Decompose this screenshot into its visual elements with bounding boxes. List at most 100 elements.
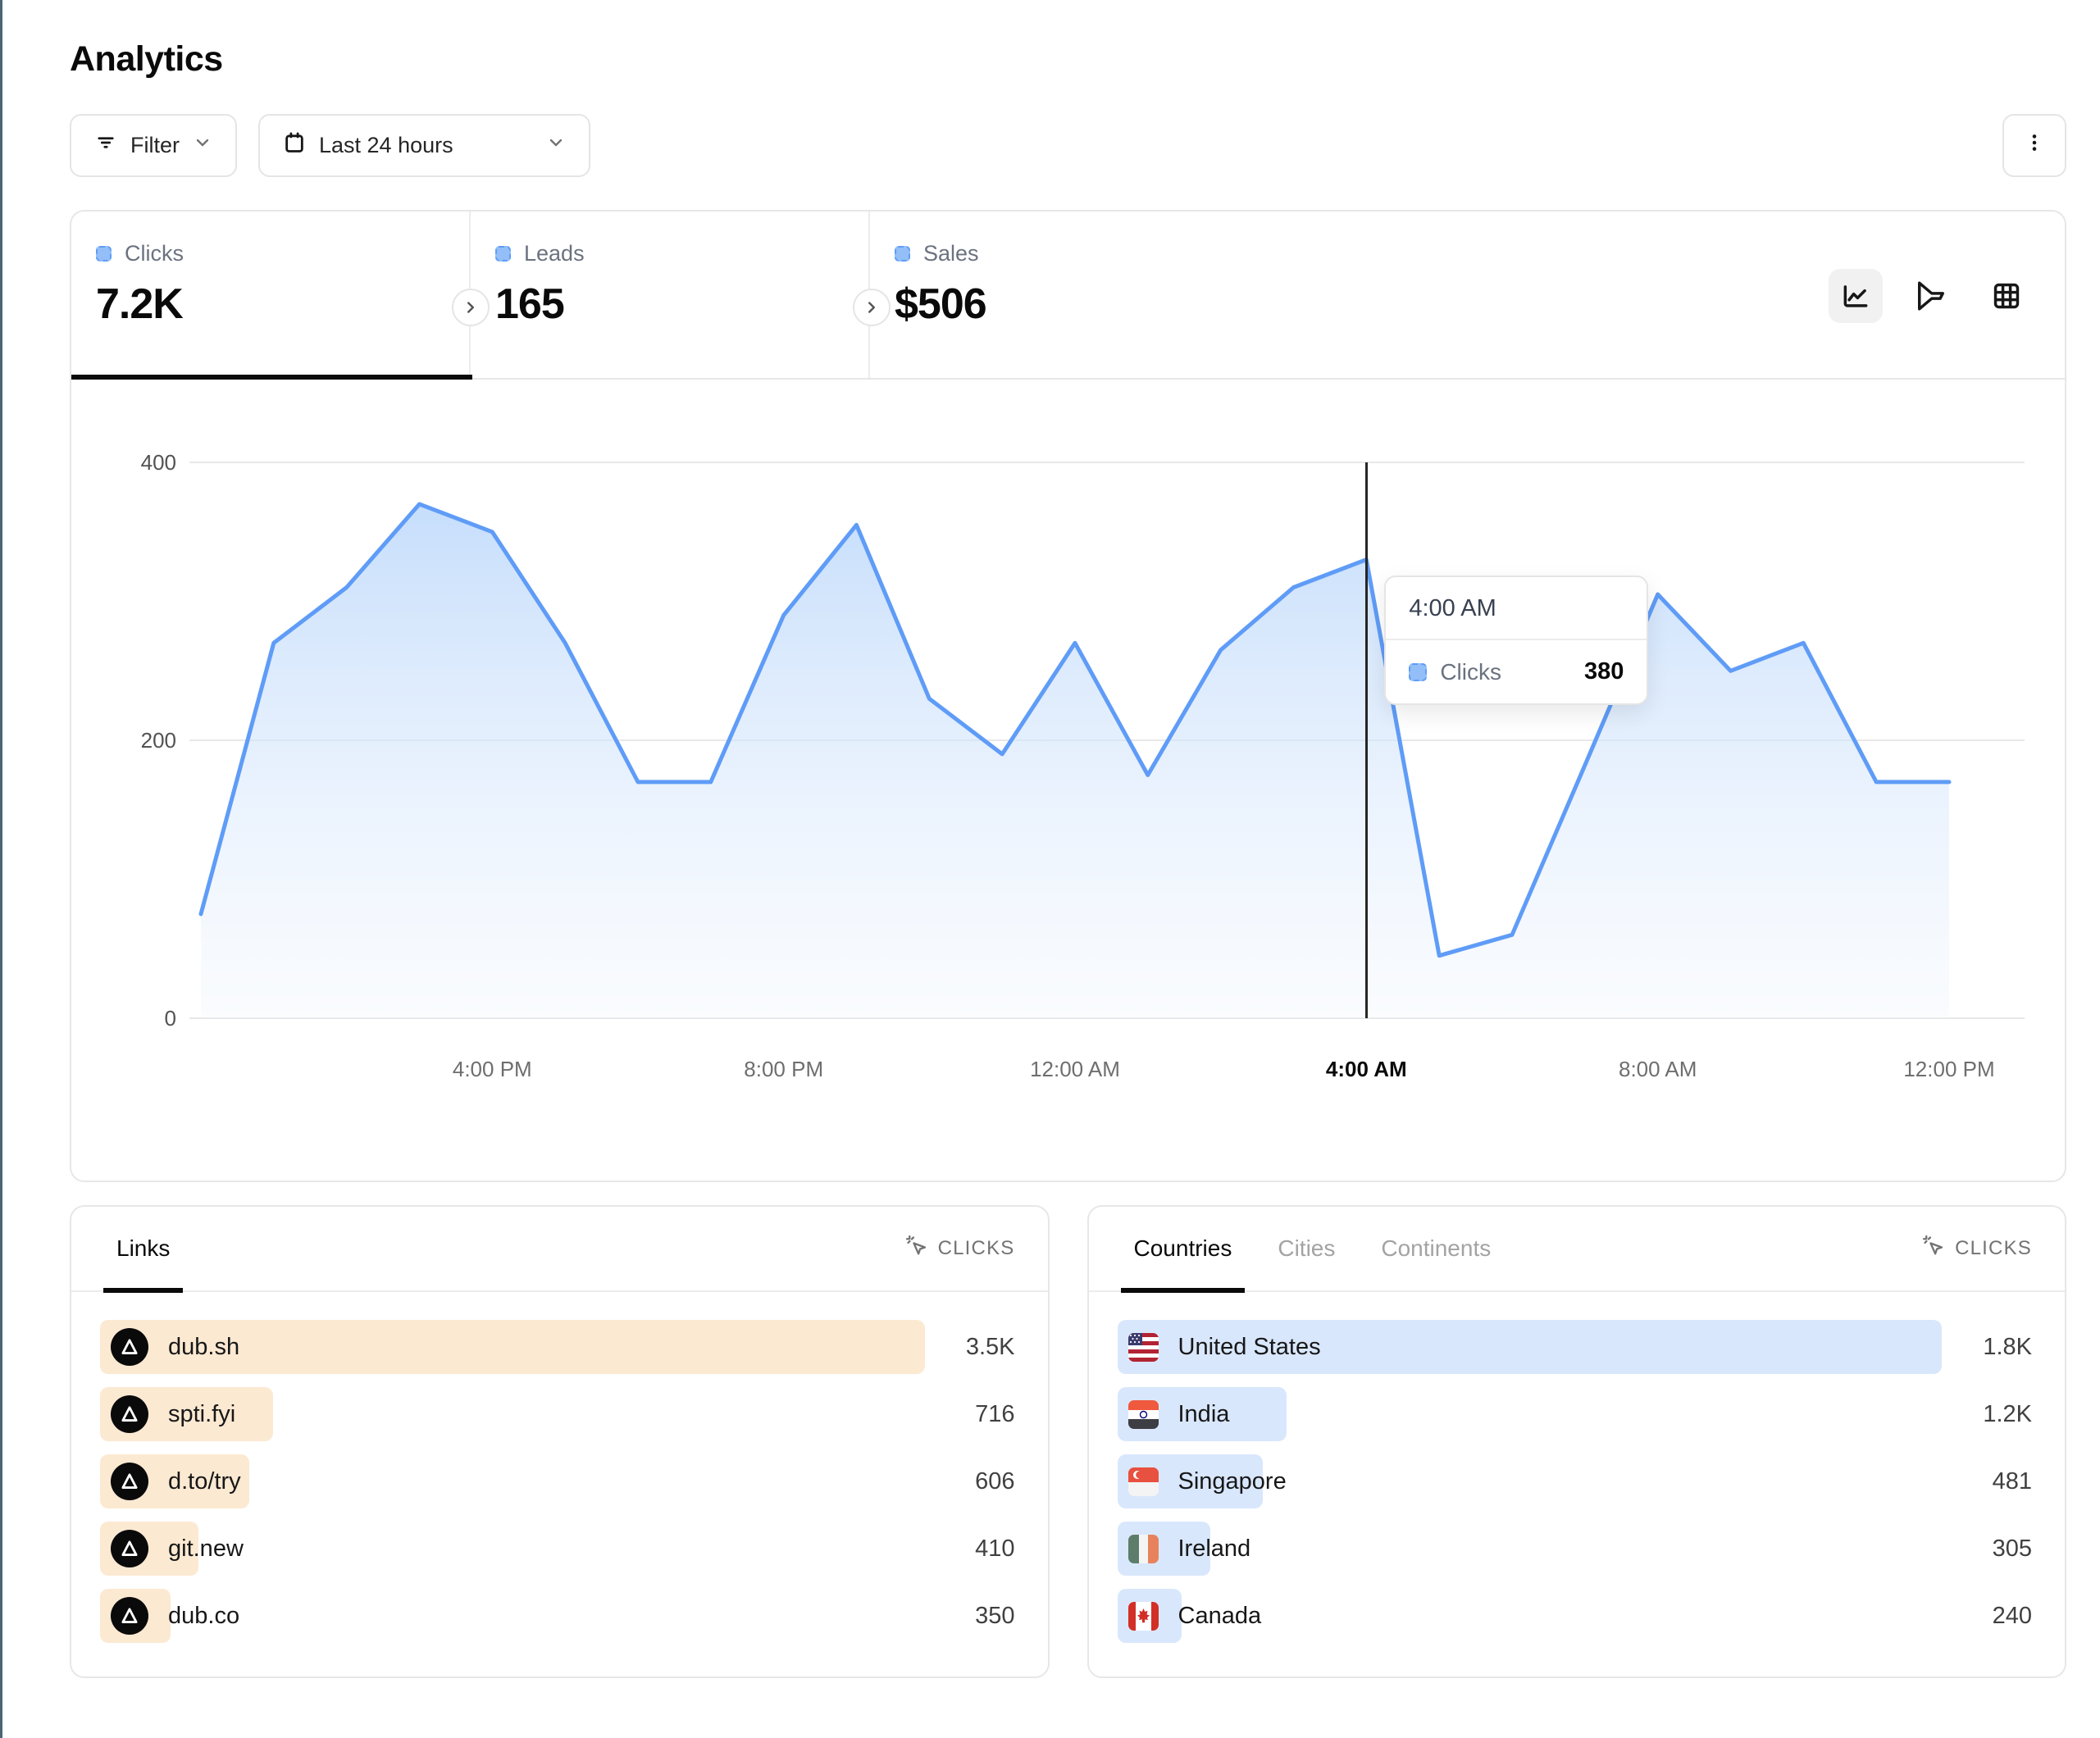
expand-leads-chevron-button[interactable] — [853, 289, 891, 326]
row-label: d.to/try — [168, 1467, 241, 1495]
area-chart: 0 200 400 4:00 PM 8:00 PM 12:00 AM 4:00 AM 8:0… — [141, 450, 2025, 1081]
chart-view-switcher — [1829, 269, 2034, 323]
metric-label: CLICKS — [1955, 1237, 2032, 1259]
row-clicks-value: 716 — [975, 1400, 1015, 1427]
country-row[interactable]: India 1.2K — [1117, 1387, 2032, 1441]
countries-list: United States 1.8K India 1.2K Singapore — [1089, 1292, 2066, 1643]
svg-text:4:00 AM: 4:00 AM — [1326, 1057, 1407, 1081]
row-label: Ireland — [1178, 1535, 1251, 1562]
stats-header: Clicks 7.2K Leads 165 Sales $506 — [71, 212, 2065, 380]
dub-logo-icon — [111, 1328, 148, 1366]
expand-clicks-chevron-button[interactable] — [452, 289, 490, 326]
filter-icon — [94, 131, 117, 160]
sg-flag-icon — [1127, 1467, 1159, 1496]
row-label: Singapore — [1178, 1467, 1287, 1495]
funnel-chart-icon — [1918, 281, 1944, 311]
svg-text:8:00 PM: 8:00 PM — [744, 1057, 823, 1081]
link-row[interactable]: dub.co 350 — [100, 1589, 1015, 1643]
countries-metric-header[interactable]: CLICKS — [1922, 1235, 2032, 1263]
table-grid-icon — [1993, 283, 2020, 309]
row-label: spti.fyi — [168, 1400, 236, 1427]
link-row[interactable]: spti.fyi 716 — [100, 1387, 1015, 1441]
dub-logo-icon — [111, 1463, 148, 1500]
bar-track: Ireland — [1117, 1522, 1943, 1576]
row-label: git.new — [168, 1535, 244, 1562]
analytics-card: Clicks 7.2K Leads 165 Sales $506 — [70, 210, 2066, 1182]
row-label: Canada — [1178, 1602, 1262, 1629]
link-row[interactable]: d.to/try 606 — [100, 1454, 1015, 1508]
tab-links[interactable]: Links — [102, 1207, 184, 1293]
tab-label: Links — [116, 1235, 171, 1261]
stat-label: Leads — [524, 241, 585, 266]
svg-text:8:00 AM: 8:00 AM — [1619, 1057, 1697, 1081]
filter-button[interactable]: Filter — [70, 114, 237, 177]
svg-text:4:00 PM: 4:00 PM — [453, 1057, 532, 1081]
chevron-right-icon — [868, 302, 875, 313]
link-row[interactable]: git.new 410 — [100, 1522, 1015, 1576]
bar-track: India — [1117, 1387, 1943, 1441]
svg-text:12:00 PM: 12:00 PM — [1903, 1057, 1994, 1081]
line-chart-icon — [1843, 285, 1868, 307]
page-title: Analytics — [70, 39, 223, 79]
tab-label: Cities — [1278, 1235, 1336, 1261]
dub-logo-icon — [111, 1597, 148, 1635]
country-row[interactable]: Canada 240 — [1117, 1589, 2032, 1643]
date-range-button[interactable]: Last 24 hours — [258, 114, 590, 177]
bar-track: d.to/try — [100, 1454, 925, 1508]
country-row[interactable]: Ireland 305 — [1117, 1522, 2032, 1576]
leads-legend-square-icon — [495, 246, 511, 262]
bar-track: git.new — [100, 1522, 925, 1576]
tab-label: Countries — [1133, 1235, 1232, 1261]
cursor-click-icon — [1922, 1235, 1945, 1263]
active-stat-underline — [71, 375, 472, 380]
row-clicks-value: 606 — [975, 1467, 1015, 1495]
toolbar: Filter Last 24 hours — [70, 114, 2066, 177]
tooltip-series-label: Clicks — [1440, 658, 1501, 685]
value-bar — [100, 1320, 925, 1374]
hover-crosshair-line — [1364, 462, 1368, 1018]
table-view-button[interactable] — [1979, 269, 2034, 323]
row-clicks-value: 3.5K — [965, 1333, 1015, 1360]
calendar-icon — [283, 131, 306, 160]
sales-legend-square-icon — [895, 246, 910, 262]
row-clicks-value: 1.8K — [1983, 1333, 2032, 1360]
row-label: dub.sh — [168, 1333, 240, 1360]
bar-track: Singapore — [1117, 1454, 1943, 1508]
funnel-chart-view-button[interactable] — [1904, 269, 1958, 323]
chevron-down-icon — [193, 133, 212, 158]
row-clicks-value: 350 — [975, 1602, 1015, 1629]
tab-cities[interactable]: Cities — [1278, 1207, 1335, 1290]
row-label: dub.co — [168, 1602, 240, 1629]
svg-text:0: 0 — [165, 1006, 176, 1031]
svg-text:200: 200 — [141, 728, 176, 753]
country-row[interactable]: Singapore 481 — [1117, 1454, 2032, 1508]
bar-track: United States — [1117, 1320, 1942, 1374]
links-metric-header[interactable]: CLICKS — [905, 1235, 1015, 1263]
value-bar — [1117, 1320, 1942, 1374]
country-row[interactable]: United States 1.8K — [1117, 1320, 2032, 1374]
stat-tab-leads[interactable]: Leads 165 — [471, 212, 870, 378]
bar-track: dub.sh — [100, 1320, 925, 1374]
row-clicks-value: 240 — [1992, 1602, 2032, 1629]
countries-panel: Countries Cities Continents CLICKS — [1086, 1205, 2066, 1678]
row-label: India — [1178, 1400, 1230, 1427]
filter-button-label: Filter — [130, 133, 180, 157]
dub-logo-icon — [111, 1395, 148, 1433]
in-flag-icon — [1127, 1399, 1159, 1429]
row-clicks-value: 1.2K — [1983, 1400, 2032, 1427]
stat-label: Sales — [923, 241, 979, 266]
links-panel: Links CLICKS dub.sh 3.5K — [70, 1205, 1050, 1678]
ca-flag-icon — [1127, 1601, 1159, 1631]
tab-continents[interactable]: Continents — [1381, 1207, 1491, 1290]
row-clicks-value: 481 — [1992, 1467, 2032, 1495]
date-range-label: Last 24 hours — [319, 133, 453, 157]
clicks-time-series-chart[interactable]: 0 200 400 4:00 PM 8:00 PM 12:00 AM 4:00 AM 8:0… — [71, 380, 2065, 1181]
tab-countries[interactable]: Countries — [1120, 1207, 1246, 1293]
line-chart-view-button[interactable] — [1829, 269, 1883, 323]
kebab-menu-icon — [2024, 132, 2045, 159]
more-options-button[interactable] — [2002, 114, 2066, 177]
stat-tab-sales[interactable]: Sales $506 — [870, 212, 2065, 378]
chart-tooltip: 4:00 AM Clicks 380 — [1384, 576, 1649, 705]
stat-tab-clicks[interactable]: Clicks 7.2K — [71, 212, 472, 380]
link-row[interactable]: dub.sh 3.5K — [100, 1320, 1015, 1374]
